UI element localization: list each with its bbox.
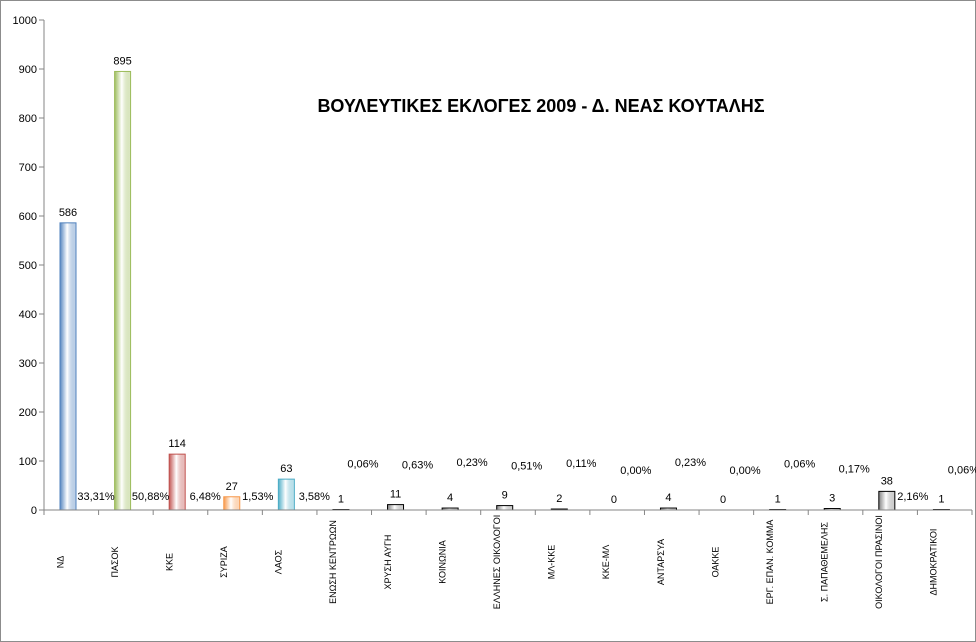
percent-label: 1,53%	[242, 491, 273, 503]
bar-16	[878, 490, 896, 511]
percent-label: 0,00%	[620, 465, 651, 477]
category-label: ΚΟΙΝΩΝΙΑ	[437, 540, 447, 583]
category-label: ΑΝΤΑΡΣΥΑ	[656, 539, 666, 585]
percent-label: 0,23%	[457, 457, 488, 469]
percent-label: 0,23%	[675, 457, 706, 469]
percent-label: 0,00%	[729, 465, 760, 477]
y-tick-label: 800	[19, 113, 37, 125]
y-tick-label: 1000	[13, 15, 37, 27]
percent-label: 0,17%	[839, 464, 870, 476]
chart-title: ΒΟΥΛΕΥΤΙΚΕΣ ΕΚΛΟΓΕΣ 2009 - Δ. ΝΕΑΣ ΚΟΥΤΑ…	[317, 96, 764, 116]
y-tick-label: 900	[19, 64, 37, 76]
percent-label: 3,58%	[299, 491, 330, 503]
category-label: ΝΔ	[55, 556, 65, 569]
percent-label: 0,51%	[511, 461, 542, 473]
category-label: ΟΙΚΟΛΟΓΟΙ ΠΡΑΣΙΝΟΙ	[874, 515, 884, 609]
percent-label: 6,48%	[190, 491, 221, 503]
y-tick-label: 0	[31, 505, 37, 517]
category-label: ΟΑΚΚΕ	[710, 547, 720, 578]
y-tick-label: 700	[19, 162, 37, 174]
y-tick-label: 200	[19, 407, 37, 419]
bar-1	[59, 222, 77, 511]
value-label: 9	[502, 490, 508, 502]
category-label: ΚΚΕ	[164, 553, 174, 571]
value-label: 63	[280, 463, 292, 475]
value-label: 4	[665, 492, 671, 504]
y-tick-label: 600	[19, 211, 37, 223]
category-label: ΛΑΟΣ	[274, 549, 284, 574]
value-label: 27	[226, 481, 238, 493]
bar-2	[114, 70, 132, 511]
percent-label: 0,11%	[566, 458, 597, 470]
y-tick-label: 300	[19, 358, 37, 370]
percent-label: 0,06%	[784, 459, 815, 471]
category-label: ΕΛΛΗΝΕΣ ΟΙΚΟΛΟΓΟΙ	[492, 515, 502, 609]
percent-label: 0,06%	[948, 465, 976, 477]
value-label: 1	[338, 494, 344, 506]
value-label: 2	[556, 493, 562, 505]
value-label: 895	[113, 55, 131, 67]
value-label: 586	[59, 207, 77, 219]
percent-label: 0,63%	[402, 460, 433, 472]
category-label: ΔΗΜΟΚΡΑΤΙΚΟΙ	[929, 529, 939, 596]
value-label: 1	[938, 494, 944, 506]
y-tick-label: 100	[19, 456, 37, 468]
value-label: 11	[390, 489, 401, 501]
category-label: Σ. ΠΑΠΑΘΕΜΕΛΗΣ	[820, 522, 830, 602]
y-tick-label: 400	[19, 309, 37, 321]
category-label: ΧΡΥΣΗ ΑΥΓΗ	[383, 535, 393, 590]
category-label: ΕΝΩΣΗ ΚΕΝΤΡΩΩΝ	[328, 520, 338, 604]
value-label: 1	[775, 494, 781, 506]
bar-5	[277, 478, 295, 511]
percent-label: 50,88%	[132, 491, 170, 503]
bars-layer	[59, 70, 950, 511]
category-label: ΣΥΡΙΖΑ	[219, 546, 229, 578]
category-label: ΕΡΓ. ΕΠΑΝ. ΚΟΜΜΑ	[765, 520, 775, 605]
value-label: 3	[829, 493, 835, 505]
value-label: 38	[881, 475, 893, 487]
category-label: ΚΚΕ-ΜΛ	[601, 545, 611, 580]
value-label: 0	[611, 494, 617, 506]
labels-layer: 58633,31%ΝΔ89550,88%ΠΑΣΟΚ1146,48%ΚΚΕ271,…	[55, 55, 976, 609]
y-tick-label: 500	[19, 260, 37, 272]
value-label: 0	[720, 494, 726, 506]
bar-3	[168, 453, 186, 511]
percent-label: 0,06%	[347, 459, 378, 471]
category-label: ΠΑΣΟΚ	[110, 546, 120, 577]
category-label: ΜΛ-ΚΚΕ	[547, 545, 557, 580]
percent-label: 2,16%	[897, 491, 928, 503]
value-label: 114	[168, 438, 186, 450]
percent-label: 33,31%	[77, 491, 115, 503]
value-label: 4	[447, 492, 453, 504]
bar-9	[496, 505, 514, 511]
bar-4	[223, 496, 241, 511]
bar-7	[387, 504, 405, 511]
